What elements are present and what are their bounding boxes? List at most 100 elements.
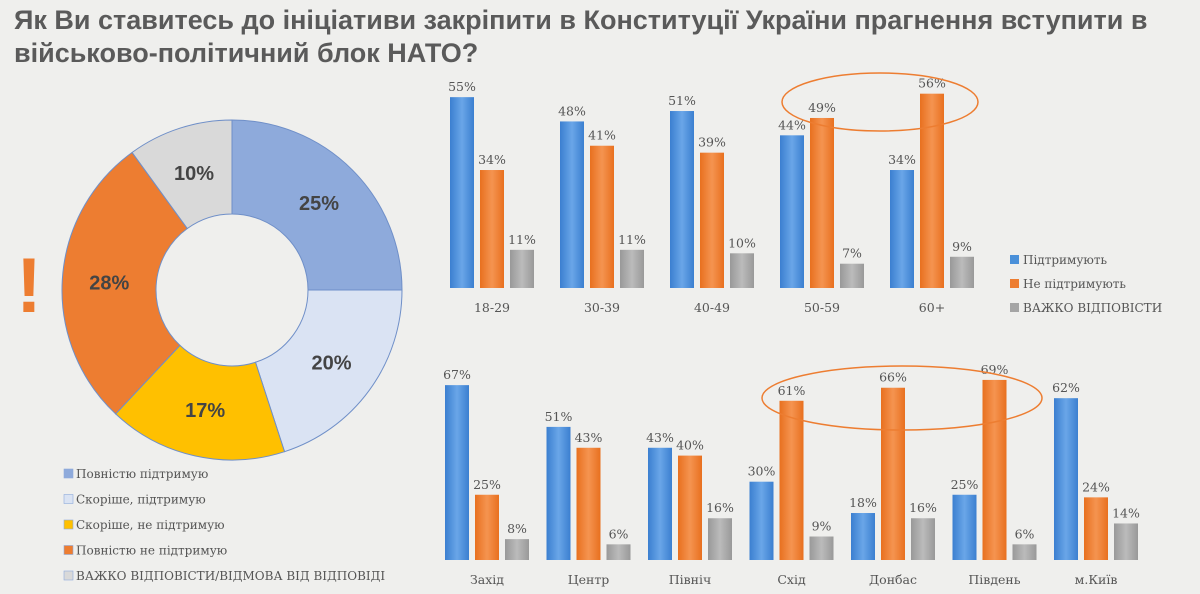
bar bbox=[950, 256, 974, 288]
donut-slice bbox=[114, 344, 286, 461]
legend-swatch bbox=[63, 570, 74, 581]
legend-label: ВАЖКО ВІДПОВІСТИ/ВІДМОВА ВІД ВІДПОВІДІ bbox=[76, 569, 385, 583]
data-label: 9% bbox=[952, 239, 972, 254]
data-label: 25% bbox=[473, 477, 501, 492]
data-label: 8% bbox=[507, 521, 527, 536]
data-label: 55% bbox=[448, 79, 476, 94]
data-label: 43% bbox=[646, 430, 674, 445]
legend-swatch bbox=[1010, 279, 1019, 288]
bar bbox=[480, 170, 504, 288]
slice-label: 10% bbox=[174, 163, 214, 185]
bar bbox=[920, 93, 944, 289]
slice-label: 17% bbox=[185, 400, 225, 422]
highlight-ellipse bbox=[781, 72, 979, 132]
data-label: 16% bbox=[909, 500, 937, 515]
legend-swatch bbox=[1010, 303, 1019, 312]
data-label: 62% bbox=[1052, 380, 1080, 395]
category-label: 18-29 bbox=[474, 300, 510, 315]
bar bbox=[620, 249, 644, 288]
legend-swatch bbox=[63, 494, 74, 504]
legend-swatch bbox=[63, 545, 74, 555]
data-label: 48% bbox=[558, 103, 586, 118]
bar bbox=[445, 385, 469, 560]
bar bbox=[1012, 544, 1037, 560]
category-label: Захід bbox=[470, 572, 504, 587]
category-label: Схід bbox=[777, 572, 806, 587]
bar bbox=[505, 539, 529, 560]
category-label: Донбас bbox=[869, 572, 917, 587]
data-label: 6% bbox=[1015, 526, 1035, 541]
bar bbox=[1084, 497, 1108, 560]
bar bbox=[576, 447, 601, 560]
legend-swatch bbox=[63, 519, 74, 530]
bar bbox=[1114, 523, 1138, 560]
highlight-ellipse bbox=[761, 365, 1043, 431]
donut-slice bbox=[231, 119, 403, 291]
data-label: 41% bbox=[588, 128, 616, 143]
bar bbox=[911, 518, 935, 560]
bar bbox=[952, 494, 977, 560]
bar bbox=[982, 379, 1007, 560]
data-label: 49% bbox=[808, 100, 836, 115]
data-label: 51% bbox=[668, 93, 696, 108]
bar bbox=[700, 152, 724, 288]
bar bbox=[560, 121, 584, 288]
data-label: 25% bbox=[951, 477, 979, 492]
data-label: 44% bbox=[778, 117, 806, 132]
data-label: 24% bbox=[1082, 479, 1110, 494]
data-label: 61% bbox=[778, 383, 806, 398]
data-label: 67% bbox=[443, 367, 471, 382]
bar bbox=[851, 513, 875, 560]
data-label: 43% bbox=[575, 430, 603, 445]
category-label: Південь bbox=[968, 572, 1020, 587]
data-label: 40% bbox=[676, 438, 704, 453]
data-label: 34% bbox=[478, 152, 506, 167]
data-label: 14% bbox=[1112, 505, 1140, 520]
data-label: 18% bbox=[849, 495, 877, 510]
bar bbox=[450, 97, 474, 289]
bar bbox=[780, 135, 804, 288]
data-label: 16% bbox=[706, 500, 734, 515]
data-label: 66% bbox=[879, 370, 907, 385]
data-label: 11% bbox=[508, 232, 536, 247]
bar bbox=[678, 455, 702, 560]
category-label: 40-49 bbox=[694, 300, 730, 315]
bar bbox=[670, 111, 694, 288]
legend-label: ВАЖКО ВІДПОВІСТИ bbox=[1023, 301, 1162, 315]
donut-slice bbox=[61, 151, 189, 415]
legend-label: Скоріше, підтримую bbox=[76, 493, 206, 507]
bar bbox=[881, 387, 905, 560]
donut-slice bbox=[131, 119, 233, 230]
data-label: 9% bbox=[812, 519, 832, 534]
bar bbox=[590, 145, 614, 288]
bar bbox=[809, 536, 834, 560]
legend-label: Повністю підтримую bbox=[76, 467, 208, 481]
legend-label: Не підтримують bbox=[1023, 277, 1126, 291]
data-label: 10% bbox=[728, 235, 756, 250]
bar bbox=[840, 263, 864, 288]
bar bbox=[606, 544, 631, 560]
data-label: 11% bbox=[618, 232, 646, 247]
legend-label: Підтримують bbox=[1023, 253, 1107, 267]
bar bbox=[648, 447, 672, 560]
data-label: 7% bbox=[842, 246, 862, 261]
bar bbox=[749, 481, 774, 560]
legend-swatch bbox=[1010, 255, 1019, 264]
data-label: 34% bbox=[888, 152, 916, 167]
category-label: Центр bbox=[568, 572, 610, 587]
bar bbox=[546, 426, 571, 560]
legend-label: Скоріше, не підтримую bbox=[76, 518, 225, 532]
bar bbox=[475, 494, 499, 560]
data-label: 39% bbox=[698, 135, 726, 150]
category-label: 30-39 bbox=[584, 300, 620, 315]
category-label: 60+ bbox=[919, 300, 945, 315]
legend-label: Повністю не підтримую bbox=[76, 544, 227, 558]
bar bbox=[1054, 398, 1078, 560]
slice-label: 28% bbox=[89, 272, 129, 294]
chart-title: Як Ви ставитесь до ініціативи закріпити … bbox=[14, 5, 1148, 68]
data-label: 6% bbox=[609, 526, 629, 541]
slice-label: 25% bbox=[299, 193, 339, 215]
exclamation-mark: ! bbox=[16, 241, 42, 329]
bar bbox=[510, 249, 534, 288]
